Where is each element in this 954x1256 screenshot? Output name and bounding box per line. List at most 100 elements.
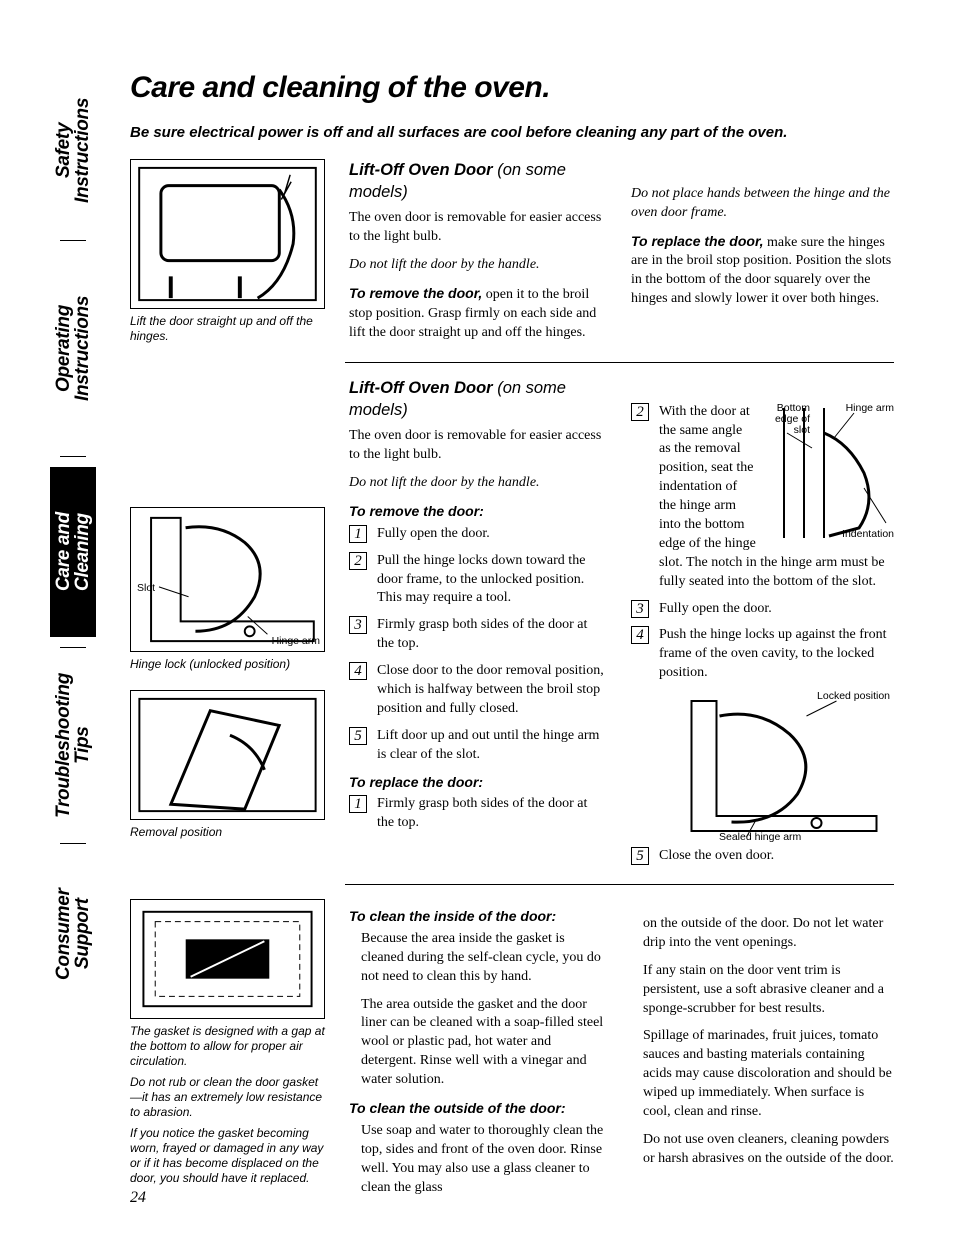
- section-lift-off-door-2: Slot Hinge arm Hinge lock (unlocked posi…: [130, 377, 894, 874]
- side-tabs: Safety Instructions Operating Instructio…: [58, 70, 88, 1206]
- step-number-icon: 2: [349, 552, 367, 570]
- figure-caption: Do not rub or clean the door gasket—it h…: [130, 1075, 325, 1120]
- figure-column: The gasket is designed with a gap at the…: [130, 899, 325, 1206]
- body-text: Do not use oven cleaners, cleaning powde…: [643, 1131, 894, 1169]
- section-divider: [345, 362, 894, 363]
- page: Safety Instructions Operating Instructio…: [0, 0, 954, 1256]
- figure-hinge-detail: Bottom edge of slot Hinge arm Indentatio…: [764, 403, 894, 548]
- step-text: Pull the hinge locks down toward the doo…: [377, 552, 607, 609]
- figure-caption: Hinge lock (unlocked position): [130, 657, 325, 672]
- figure-removal-position: [130, 690, 325, 820]
- step-text: Close the oven door.: [659, 847, 894, 866]
- step-text: Fully open the door.: [659, 600, 894, 619]
- body-text: Because the area inside the gasket is cl…: [361, 930, 607, 987]
- section2-middle-col: Lift-Off Oven Door (on some models) The …: [349, 377, 607, 874]
- step-number-icon: 4: [349, 662, 367, 680]
- figure-label-locked: Locked position: [817, 691, 890, 702]
- step-number-icon: 1: [349, 795, 367, 813]
- figure-label-slot: Slot: [137, 583, 155, 594]
- subsection-head: To clean the outside of the door:: [349, 1099, 607, 1118]
- figure-caption: Removal position: [130, 825, 325, 840]
- section2-heading: Lift-Off Oven Door (on some models): [349, 377, 607, 422]
- body-text: on the outside of the door. Do not let w…: [643, 915, 894, 953]
- run-in-head: To remove the door,: [349, 285, 482, 301]
- tab-safety[interactable]: Safety Instructions: [54, 70, 92, 230]
- body-text: To replace the door, make sure the hinge…: [631, 232, 894, 310]
- figure-door-gasket: [130, 899, 325, 1019]
- section1-right-col: Do not place hands between the hinge and…: [631, 159, 894, 352]
- figure-caption: If you notice the gasket becoming worn, …: [130, 1126, 325, 1186]
- body-text: Use soap and water to thoroughly clean t…: [361, 1122, 607, 1198]
- tab-operating[interactable]: Operating Instructions: [54, 251, 92, 446]
- step-3: 3 Firmly grasp both sides of the door at …: [349, 616, 607, 654]
- tab-troubleshooting[interactable]: Troubleshooting Tips: [54, 658, 92, 833]
- page-number: 24: [130, 1187, 146, 1209]
- body-text: The oven door is removable for easier ac…: [349, 209, 607, 247]
- figure-lift-door: [130, 159, 325, 309]
- figure-locked-position: Locked position Sealed hinge arm: [659, 691, 894, 841]
- tab-consumer-support[interactable]: Consumer Support: [54, 854, 92, 1014]
- section3-middle-col: To clean the inside of the door: Because…: [349, 899, 607, 1206]
- step-text: Lift door up and out until the hinge arm…: [377, 727, 607, 765]
- figure-label-hinge-arm: Hinge arm: [272, 636, 320, 647]
- step-5: 5 Lift door up and out until the hinge ar…: [349, 727, 607, 765]
- step-1: 1 Fully open the door.: [349, 525, 607, 544]
- step-number-icon: 4: [631, 626, 649, 644]
- run-in-head: To replace the door,: [631, 233, 764, 249]
- step-4: 4 Close door to the door removal position…: [349, 662, 607, 719]
- section2-right-col: 2 Bottom edge of slot Hinge arm Indentat…: [631, 377, 894, 874]
- body-text-italic: Do not lift the door by the handle.: [349, 474, 607, 493]
- figure-caption: The gasket is designed with a gap at the…: [130, 1024, 325, 1069]
- tab-divider: [60, 843, 86, 844]
- figure-caption: Lift the door straight up and off the hi…: [130, 314, 325, 344]
- heading-main: Lift-Off Oven Door: [349, 161, 493, 179]
- heading-main: Lift-Off Oven Door: [349, 379, 493, 397]
- body-text: If any stain on the door vent trim is pe…: [643, 962, 894, 1019]
- body-text-italic: Do not lift the door by the handle.: [349, 256, 607, 275]
- tab-care-cleaning[interactable]: Care and Cleaning: [50, 467, 96, 637]
- step-number-icon: 5: [631, 847, 649, 865]
- section1-middle-col: Lift-Off Oven Door (on some models) The …: [349, 159, 607, 352]
- intro-warning: Be sure electrical power is off and all …: [130, 123, 894, 143]
- section-divider: [345, 884, 894, 885]
- step-number-icon: 1: [349, 525, 367, 543]
- body-text: To remove the door, open it to the broil…: [349, 284, 607, 343]
- section1-heading: Lift-Off Oven Door (on some models): [349, 159, 607, 204]
- body-text: Spillage of marinades, fruit juices, tom…: [643, 1027, 894, 1121]
- section-clean-door: The gasket is designed with a gap at the…: [130, 899, 894, 1206]
- step-number-icon: 3: [631, 600, 649, 618]
- figure-column: Slot Hinge arm Hinge lock (unlocked posi…: [130, 377, 325, 874]
- step-text-with-figure: Bottom edge of slot Hinge arm Indentatio…: [659, 403, 894, 592]
- step-number-icon: 5: [349, 727, 367, 745]
- step-number-icon: 3: [349, 616, 367, 634]
- body-text: The oven door is removable for easier ac…: [349, 427, 607, 465]
- figure-column: Lift the door straight up and off the hi…: [130, 159, 325, 352]
- subsection-head: To replace the door:: [349, 773, 607, 792]
- step-text: Firmly grasp both sides of the door at t…: [377, 616, 607, 654]
- tab-divider: [60, 647, 86, 648]
- tab-divider: [60, 240, 86, 241]
- subsection-head: To clean the inside of the door:: [349, 907, 607, 926]
- step-text: Close door to the door removal position,…: [377, 662, 607, 719]
- figure-label-bottom-edge: Bottom edge of slot: [764, 403, 810, 436]
- figure-label-indentation: Indentation: [842, 529, 894, 540]
- step-text: Push the hinge locks up against the fron…: [659, 626, 894, 683]
- replace-step-3: 3 Fully open the door.: [631, 600, 894, 619]
- figure-label-sealed: Sealed hinge arm: [719, 832, 801, 843]
- tab-divider: [60, 456, 86, 457]
- section3-right-col: on the outside of the door. Do not let w…: [631, 899, 894, 1206]
- step-number-icon: 2: [631, 403, 649, 421]
- replace-step-2: 2 Bottom edge of slot Hinge arm Indentat…: [631, 403, 894, 592]
- step-text: Firmly grasp both sides of the door at t…: [377, 795, 607, 833]
- figure-hinge-unlocked: Slot Hinge arm: [130, 507, 325, 652]
- step-text: Fully open the door.: [377, 525, 607, 544]
- replace-step-4: 4 Push the hinge locks up against the fro…: [631, 626, 894, 683]
- replace-step-1: 1 Firmly grasp both sides of the door at …: [349, 795, 607, 833]
- section-lift-off-door-1: Lift the door straight up and off the hi…: [130, 159, 894, 352]
- subsection-head: To remove the door:: [349, 502, 607, 521]
- page-title: Care and cleaning of the oven.: [130, 68, 894, 109]
- replace-step-5: 5 Close the oven door.: [631, 847, 894, 866]
- body-text: The area outside the gasket and the door…: [361, 996, 607, 1090]
- step-2: 2 Pull the hinge locks down toward the do…: [349, 552, 607, 609]
- figure-label-hinge-arm: Hinge arm: [846, 403, 894, 414]
